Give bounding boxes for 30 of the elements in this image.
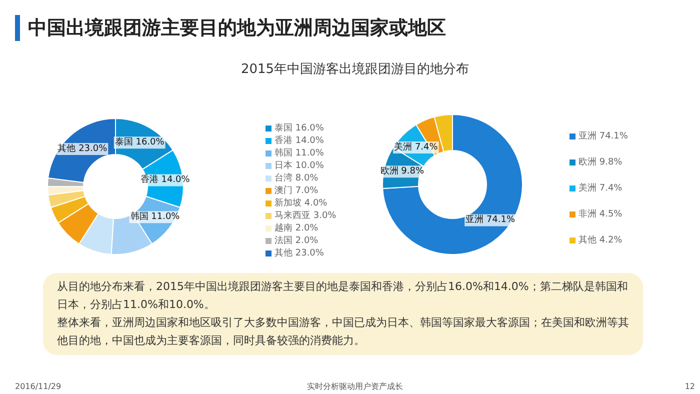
legend-label: 韩国 11.0% (274, 148, 324, 158)
data-label: 泰国 16.0% (114, 136, 165, 148)
legend-label: 欧洲 9.8% (578, 156, 623, 168)
data-label: 其他 23.0% (58, 142, 108, 154)
legend-label: 亚洲 74.1% (578, 130, 628, 142)
data-label: 美洲 7.4% (394, 142, 438, 152)
chart-title: 中国出境跟团游主要目的地为亚洲周边国家或地区 (15, 15, 446, 41)
text: 从目的地分布来看，2015年中国出境跟团游客主要目的地是泰国和香港，分别占16.0%和14.0%；第二梯队是韩国和日本，分别占11.0%和10.0%。 (57, 279, 629, 313)
text: 2016/11/29 (15, 381, 62, 392)
legend-label: 其他 4.2% (578, 234, 623, 246)
data-label: 亚洲 74.1% (466, 214, 516, 226)
legend-label: 台湾 8.0% (274, 172, 319, 184)
legend-label: 其他 23.0% (274, 248, 324, 258)
legend-label: 香港 14.0% (274, 135, 324, 146)
legend-label: 美洲 7.4% (578, 182, 623, 194)
legend-label: 澳门 7.0% (274, 185, 319, 196)
data-label: 香港 14.0% (140, 174, 190, 186)
text: 12 (684, 381, 695, 392)
legend-label: 法国 2.0% (274, 235, 319, 246)
legend-label: 非洲 4.5% (578, 208, 623, 220)
text: 实时分析驱动用户资产成长 (307, 382, 403, 391)
text: 整体来看，亚洲周边国家和地区吸引了大多数中国游客，中国已成为日本、韩国等国家最大客源国；在美国和欧洲等其他目的地，中国也成为主要客源国，同时具备较强的消费能力。 (57, 315, 629, 349)
data-label: 韩国 11.0% (130, 211, 180, 222)
chart-subtitle: 2015年中国游客出境跟团游目的地分布 (240, 61, 470, 79)
data-label: 欧洲 9.8% (380, 166, 424, 177)
legend-label: 越南 2.0% (274, 222, 319, 234)
legend-label: 泰国 16.0% (274, 122, 324, 134)
legend-label: 马来西亚 3.0% (274, 210, 337, 221)
legend-label: 新加坡 4.0% (274, 198, 328, 208)
legend-label: 日本 10.0% (274, 160, 324, 171)
